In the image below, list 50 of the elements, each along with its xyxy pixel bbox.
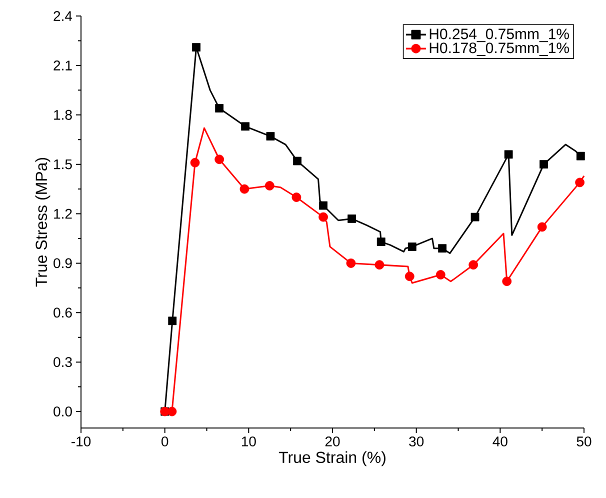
point	[575, 178, 585, 188]
legend-label: H0.254_0.75mm_1%	[430, 28, 569, 42]
point	[292, 192, 302, 202]
point	[264, 181, 274, 190]
point	[293, 156, 302, 166]
y-tick-label: 1.8	[54, 110, 72, 120]
point	[376, 238, 386, 246]
y-tick-label: 1.2	[54, 208, 72, 219]
point	[214, 154, 224, 164]
point	[436, 270, 446, 280]
point	[215, 104, 224, 112]
point	[346, 258, 356, 268]
point	[576, 152, 585, 160]
y-tick-label: 2.1	[54, 60, 72, 70]
x-tick-label: 10	[242, 436, 256, 446]
x-tick-label: 30	[409, 436, 424, 446]
y-tick-label: 0.6	[54, 308, 72, 318]
legend-label: H0.178_0.75mm_1%	[430, 42, 569, 56]
x-axis-title: True Strain (%)	[278, 451, 386, 466]
point	[504, 150, 513, 159]
y-tick-label: 0.3	[54, 357, 72, 368]
point	[190, 158, 200, 168]
point	[374, 260, 384, 270]
x-tick-label: 20	[325, 436, 340, 446]
y-axis-title: True Stress (MPa)	[35, 158, 50, 287]
point	[240, 184, 250, 194]
point	[408, 242, 416, 251]
point	[192, 43, 200, 52]
point	[167, 406, 177, 416]
point	[540, 160, 548, 169]
y-tick-label: 0.9	[54, 258, 72, 268]
point	[537, 222, 547, 232]
y-tick-label: 1.5	[54, 159, 72, 170]
y-tick-label: 2.4	[54, 11, 72, 21]
x-tick-label: -10	[72, 436, 91, 446]
point	[470, 212, 480, 222]
point	[404, 272, 414, 282]
point	[348, 214, 356, 223]
x-tick-label: 50	[576, 436, 592, 446]
point	[241, 122, 250, 131]
point	[468, 260, 478, 270]
point	[319, 201, 328, 210]
point	[438, 244, 447, 253]
y-tick-label: 0.0	[54, 406, 72, 416]
point	[168, 316, 177, 326]
point	[502, 276, 512, 286]
x-tick-label: 40	[492, 436, 508, 446]
x-tick-label: 0	[161, 436, 168, 446]
point	[318, 212, 328, 222]
point	[266, 132, 275, 140]
